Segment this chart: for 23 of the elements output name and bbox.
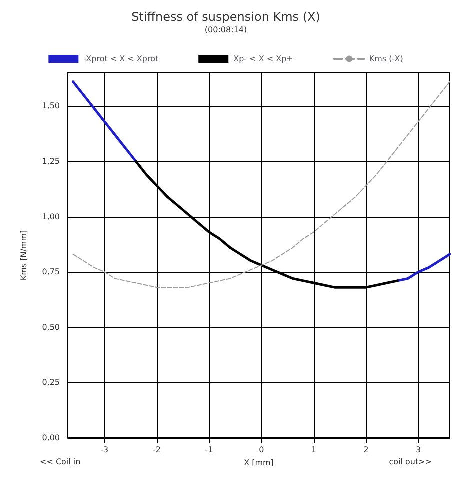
- x-tick-label: 3: [416, 446, 422, 454]
- y-tick-label: 1,25: [42, 156, 60, 166]
- legend-label: Kms (-X): [369, 54, 404, 64]
- x-tick-label: -2: [152, 446, 161, 454]
- text: << Coil in: [40, 458, 81, 466]
- legend-label: Xp- < X < Xp+: [234, 54, 294, 64]
- x-tick-label: 0: [259, 446, 264, 454]
- x-tick-label: -3: [100, 446, 109, 454]
- y-axis-title: Kms [N/mm]: [20, 230, 28, 281]
- x-tick-label: -1: [205, 446, 214, 454]
- y-tick-label: 0,75: [42, 268, 60, 277]
- text: coil out>>: [389, 458, 432, 466]
- x-tick-label: 1: [311, 446, 316, 454]
- y-tick-label: 0,25: [42, 378, 60, 388]
- y-tick-label: 1,00: [42, 212, 60, 222]
- chart-title: Stiffness of suspension Kms (X): [132, 10, 320, 24]
- y-tick-label: 1,50: [42, 102, 60, 111]
- x-tick-label: 2: [364, 446, 369, 454]
- y-tick-label: 0,00: [42, 434, 60, 442]
- y-tick-label: 0,50: [42, 322, 60, 332]
- chart-subtitle: (00:08:14): [204, 26, 248, 34]
- legend-label: -Xprot < X < Xprot: [84, 54, 159, 64]
- x-axis-title: X [mm]: [244, 458, 274, 468]
